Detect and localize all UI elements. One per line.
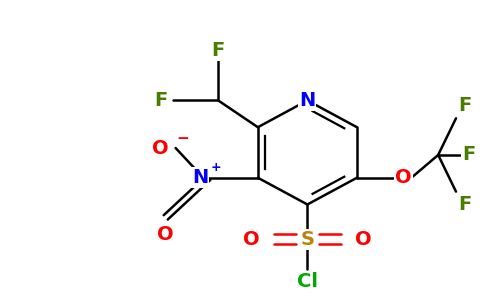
Text: N: N [299, 91, 316, 110]
Text: O: O [157, 225, 174, 244]
Text: O: O [395, 168, 412, 187]
Text: F: F [212, 41, 225, 60]
Text: O: O [355, 230, 372, 249]
Text: F: F [154, 91, 167, 110]
Text: O: O [152, 139, 169, 158]
Text: −: − [176, 130, 189, 146]
Text: S: S [301, 230, 315, 249]
Text: F: F [458, 96, 471, 115]
Text: N: N [192, 168, 208, 187]
Text: F: F [462, 146, 475, 164]
Text: +: + [210, 161, 221, 174]
Text: F: F [458, 195, 471, 214]
Text: Cl: Cl [297, 272, 318, 291]
Text: O: O [243, 230, 260, 249]
